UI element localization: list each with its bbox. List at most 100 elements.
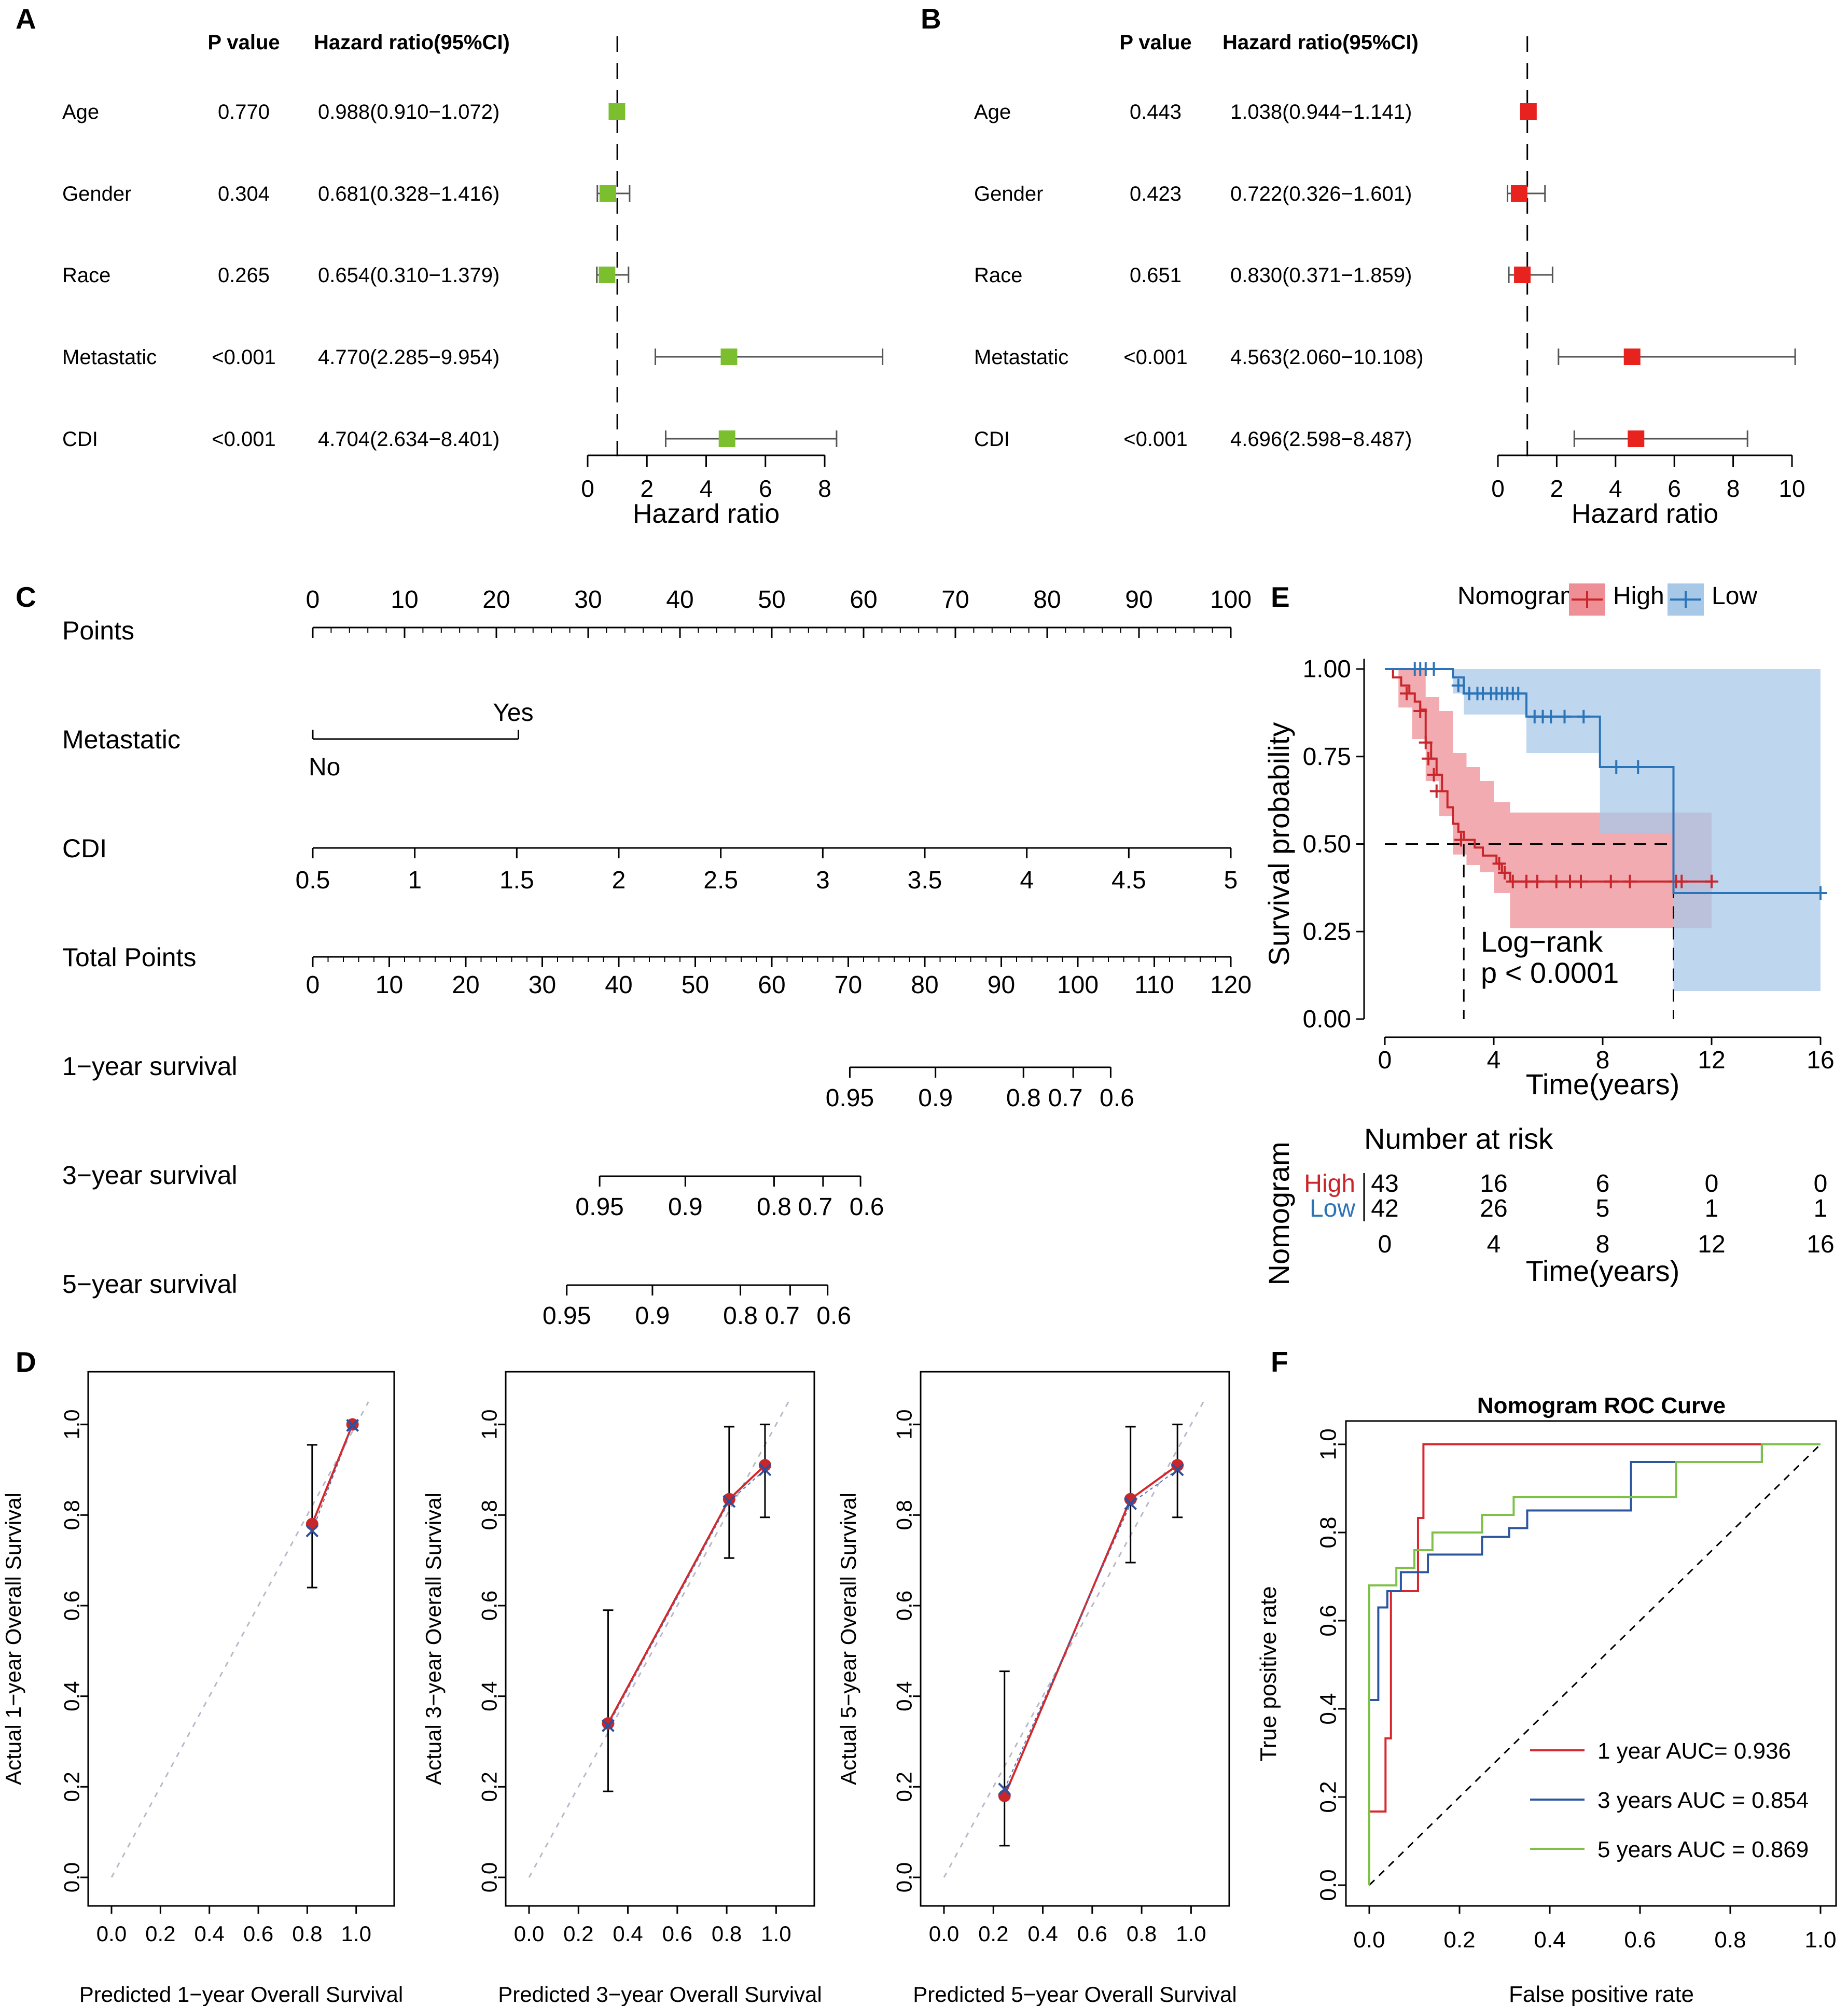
x-tick-label: 2 bbox=[640, 475, 654, 502]
x-tick-label: 0.0 bbox=[514, 1921, 544, 1946]
hazard-ratio-marker bbox=[1514, 267, 1531, 283]
variable-label: Age bbox=[974, 101, 1011, 123]
bias-corrected-curve bbox=[311, 1425, 353, 1531]
y-axis-label: Actual 1−year Overall Survival bbox=[1, 1493, 25, 1785]
nomogram-tick-label: 2 bbox=[612, 867, 626, 894]
hazard-ratio-ci: 0.654(0.310−1.379) bbox=[318, 264, 499, 287]
pvalue: <0.001 bbox=[1123, 346, 1187, 369]
x-tick-label: 0.2 bbox=[145, 1921, 175, 1946]
nomogram-tick-label: 0.7 bbox=[798, 1193, 832, 1221]
x-tick-label: 0 bbox=[1491, 475, 1505, 502]
bias-corrected-mark bbox=[998, 1782, 1011, 1796]
y-tick-label: 0.6 bbox=[892, 1591, 916, 1621]
variable-label: Gender bbox=[62, 183, 131, 205]
hazard-ratio-ci: 0.988(0.910−1.072) bbox=[318, 101, 499, 123]
observed-point bbox=[602, 1717, 615, 1730]
risk-table-tick: 8 bbox=[1596, 1231, 1610, 1258]
hazard-ratio-ci: 4.696(2.598−8.487) bbox=[1230, 428, 1412, 451]
nomogram-tick-label: 0.6 bbox=[816, 1302, 851, 1330]
factor-level-label: No bbox=[309, 754, 340, 781]
nomogram-tick-label: 30 bbox=[574, 586, 602, 614]
y-tick-label: 0.8 bbox=[60, 1500, 84, 1530]
y-tick-label: 0.6 bbox=[477, 1591, 502, 1621]
x-tick-label: 1.0 bbox=[1176, 1921, 1206, 1946]
nomogram-tick-label: 0.8 bbox=[757, 1193, 791, 1221]
x-tick-label: 1.0 bbox=[341, 1921, 371, 1946]
logrank-pvalue: p < 0.0001 bbox=[1481, 956, 1619, 989]
nomogram-tick-label: 60 bbox=[758, 971, 785, 999]
pvalue: 0.651 bbox=[1130, 264, 1182, 287]
bias-corrected-mark bbox=[346, 1419, 359, 1432]
nomogram-tick-label: 80 bbox=[1033, 586, 1061, 614]
nomogram-tick-label: 20 bbox=[452, 971, 479, 999]
legend-label: 5 years AUC = 0.869 bbox=[1597, 1837, 1809, 1862]
pvalue-header: P value bbox=[207, 31, 280, 54]
x-axis-label: Predicted 1−year Overall Survival bbox=[79, 1982, 403, 2006]
bias-corrected-mark bbox=[722, 1495, 736, 1508]
nomogram-tick-label: 2.5 bbox=[703, 867, 738, 894]
x-axis-label: False positive rate bbox=[1509, 1982, 1694, 2006]
nomogram-tick-label: 0.8 bbox=[1006, 1084, 1041, 1112]
panel-label-f: F bbox=[1271, 1346, 1288, 1378]
x-tick-label: 0 bbox=[581, 475, 594, 502]
x-tick-label: 1.0 bbox=[1804, 1927, 1836, 1953]
nomogram-tick-label: 1.5 bbox=[499, 867, 534, 894]
x-tick-label: 0.2 bbox=[1443, 1927, 1475, 1953]
calibration-frame bbox=[87, 1371, 395, 1907]
y-tick-label: 0.2 bbox=[477, 1772, 502, 1802]
pvalue: 0.443 bbox=[1130, 101, 1182, 123]
y-tick-label: 0.0 bbox=[1315, 1869, 1341, 1901]
nomogram-tick-label: 90 bbox=[988, 971, 1015, 999]
y-axis-label: Actual 5−year Overall Survival bbox=[836, 1493, 860, 1785]
hazard-ratio-ci: 0.681(0.328−1.416) bbox=[318, 183, 499, 205]
risk-table-value: 42 bbox=[1371, 1195, 1398, 1222]
pvalue: <0.001 bbox=[212, 428, 275, 451]
risk-table-tick: 4 bbox=[1487, 1231, 1501, 1258]
risk-table-ylabel: Nomogram bbox=[1262, 1142, 1295, 1286]
nomogram-tick-label: 70 bbox=[941, 586, 969, 614]
nomogram-tick-label: 0 bbox=[306, 586, 320, 614]
hazard-ratio-marker bbox=[608, 103, 626, 120]
calibration-curve bbox=[1003, 1464, 1178, 1796]
y-tick-label: 0.75 bbox=[1303, 743, 1351, 771]
risk-table-tick: 12 bbox=[1698, 1231, 1725, 1258]
x-tick-label: 0.4 bbox=[1534, 1927, 1565, 1953]
x-tick-label: 0.6 bbox=[662, 1921, 692, 1946]
confidence-band bbox=[1385, 669, 1821, 991]
y-tick-label: 0.4 bbox=[1315, 1693, 1341, 1724]
y-tick-label: 0.8 bbox=[1315, 1516, 1341, 1548]
y-tick-label: 0.25 bbox=[1303, 918, 1351, 945]
x-tick-label: 12 bbox=[1698, 1047, 1725, 1074]
observed-point bbox=[1171, 1459, 1184, 1472]
x-tick-label: 0.0 bbox=[929, 1921, 959, 1946]
hazard-ratio-marker bbox=[1628, 430, 1645, 447]
x-axis-label: Predicted 5−year Overall Survival bbox=[913, 1982, 1236, 2006]
nomogram-tick-label: 1 bbox=[408, 867, 422, 894]
hazard-ratio-ci: 0.722(0.326−1.601) bbox=[1230, 183, 1412, 205]
nomogram-row-label: 3−year survival bbox=[62, 1161, 238, 1190]
y-tick-label: 0.6 bbox=[60, 1591, 84, 1621]
hazard-ratio-header: Hazard ratio(95%CI) bbox=[314, 31, 510, 54]
y-tick-label: 0.6 bbox=[1315, 1605, 1341, 1636]
nomogram-tick-label: 3 bbox=[816, 867, 830, 894]
calibration-frame bbox=[505, 1371, 815, 1907]
y-tick-label: 1.00 bbox=[1303, 656, 1351, 683]
bias-corrected-mark bbox=[758, 1463, 772, 1476]
x-tick-label: 4 bbox=[1609, 475, 1622, 502]
hazard-ratio-ci: 4.704(2.634−8.401) bbox=[318, 428, 499, 451]
risk-table-tick: 16 bbox=[1807, 1231, 1834, 1258]
risk-table-value: 16 bbox=[1480, 1170, 1507, 1197]
y-tick-label: 0.2 bbox=[892, 1772, 916, 1802]
variable-label: Age bbox=[62, 101, 99, 123]
nomogram-tick-label: 40 bbox=[605, 971, 632, 999]
risk-table-value: 1 bbox=[1814, 1195, 1828, 1222]
x-tick-label: 0.2 bbox=[563, 1921, 593, 1946]
variable-label: CDI bbox=[974, 428, 1010, 451]
hazard-ratio-ci: 1.038(0.944−1.141) bbox=[1230, 101, 1412, 123]
hazard-ratio-marker bbox=[599, 185, 616, 202]
y-tick-label: 1.0 bbox=[60, 1409, 84, 1439]
ideal-line bbox=[528, 1401, 789, 1878]
nomogram-row-label: 5−year survival bbox=[62, 1270, 238, 1299]
